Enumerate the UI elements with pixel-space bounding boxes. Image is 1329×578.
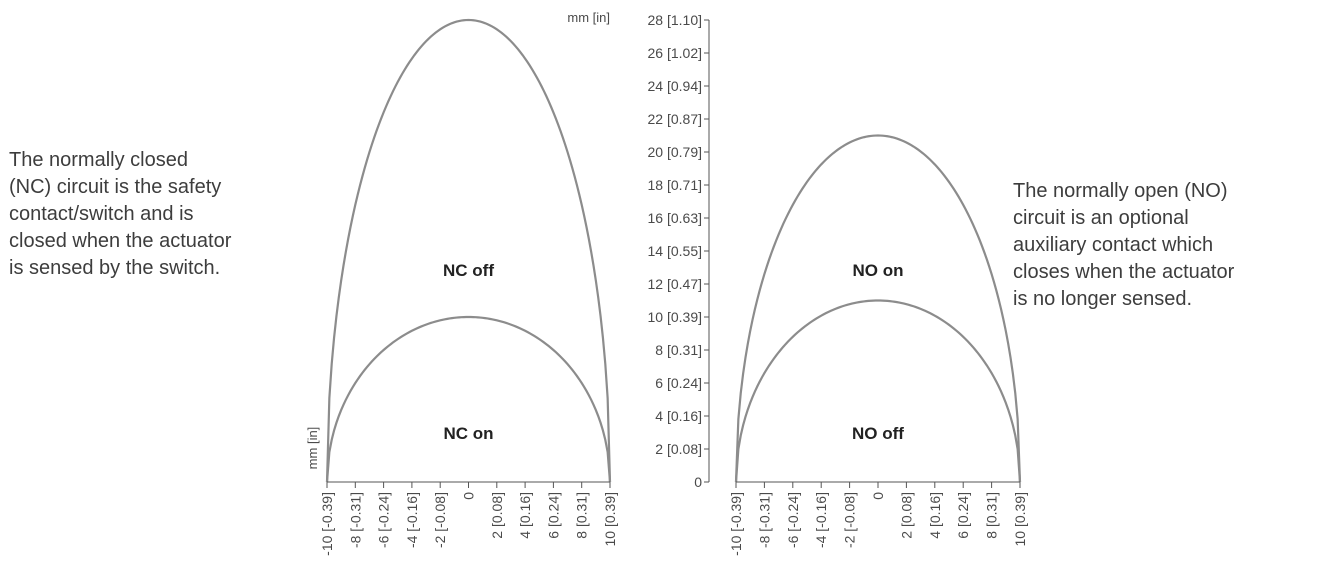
no-x-tick-label: 2 [0.08] (898, 492, 914, 539)
nc-x-tick-label: -6 [-0.24] (376, 492, 392, 548)
nc-chart: -10 [-0.39] -8 [-0.31] -6 [-0.24] -4 [-0.16… (319, 18, 618, 556)
no-chart: -10 [-0.39] -8 [-0.31] -6 [-0.24] -4 [-0.16… (728, 134, 1028, 556)
nc-x-tick-label: 0 (461, 492, 477, 500)
nc-description-line: (NC) circuit is the safety (9, 176, 222, 198)
y-tick-label: 8 [0.31] (655, 342, 702, 358)
no-description-line: closes when the actuator (1013, 261, 1235, 283)
no-x-tick-label: -4 [-0.16] (813, 492, 829, 548)
no-curve-outer (734, 134, 1022, 483)
nc-y-axis-label: mm [in] (305, 427, 320, 470)
nc-x-tick-label: 10 [0.39] (602, 492, 618, 547)
nc-description-line: closed when the actuator (9, 230, 232, 252)
y-tick-label: 18 [0.71] (648, 177, 703, 193)
y-tick-label: 4 [0.16] (655, 408, 702, 424)
nc-x-tick-label: 2 [0.08] (489, 492, 505, 539)
no-description: The normally open (NO) circuit is an opt… (1013, 178, 1234, 313)
nc-x-tick-label: -4 [-0.16] (404, 492, 420, 548)
no-x-tick-label: -6 [-0.24] (785, 492, 801, 548)
no-x-tick-label: 8 [0.31] (984, 492, 1000, 539)
y-tick-label: 26 [1.02] (648, 45, 703, 61)
nc-region-label: NC off (443, 261, 494, 280)
nc-description-line: is sensed by the switch. (9, 257, 221, 279)
y-unit-label: mm [in] (567, 10, 610, 25)
no-curve-inner (734, 299, 1022, 483)
no-x-tick-label: -8 [-0.31] (756, 492, 772, 548)
nc-description: The normally closed (NC) circuit is the … (9, 147, 231, 282)
y-tick-label: 12 [0.47] (648, 276, 703, 292)
no-description-line: circuit is an optional (1013, 207, 1189, 229)
y-tick-label: 10 [0.39] (648, 309, 703, 325)
no-description-line: auxiliary contact which (1013, 234, 1214, 256)
nc-x-tick-label: -2 [-0.08] (432, 492, 448, 548)
no-x-tick-label: 4 [0.16] (927, 492, 943, 539)
nc-region-label: NC on (443, 424, 493, 443)
nc-curve-outer (325, 18, 612, 483)
no-x-tick-label: -2 [-0.08] (842, 492, 858, 548)
nc-x-tick-label: -10 [-0.39] (319, 492, 335, 556)
nc-curve-inner (325, 315, 612, 483)
y-tick-label: 24 [0.94] (648, 78, 703, 94)
nc-x-tick-label: -8 [-0.31] (347, 492, 363, 548)
y-tick-label: 22 [0.87] (648, 111, 703, 127)
nc-x-tick-label: 4 [0.16] (517, 492, 533, 539)
y-tick-label: 20 [0.79] (648, 144, 703, 160)
y-tick-label: 0 (694, 474, 702, 490)
y-tick-label: 6 [0.24] (655, 375, 702, 391)
y-tick-label: 2 [0.08] (655, 441, 702, 457)
no-description-line: The normally open (NO) (1013, 180, 1228, 202)
nc-description-line: contact/switch and is (9, 203, 194, 225)
nc-x-tick-label: 6 [0.24] (545, 492, 561, 539)
no-description-line: is no longer sensed. (1013, 288, 1193, 310)
y-tick-label: 28 [1.10] (648, 12, 703, 28)
nc-x-tick-label: 8 [0.31] (574, 492, 590, 539)
no-region-label: NO on (853, 261, 904, 280)
nc-description-line: The normally closed (9, 149, 188, 171)
no-x-tick-label: 0 (870, 492, 886, 500)
no-x-tick-label: 6 [0.24] (955, 492, 971, 539)
y-tick-label: 16 [0.63] (648, 210, 703, 226)
no-x-tick-label: -10 [-0.39] (728, 492, 744, 556)
no-x-tick-label: 10 [0.39] (1012, 492, 1028, 547)
no-region-label: NO off (852, 424, 904, 443)
y-tick-label: 14 [0.55] (648, 243, 703, 259)
